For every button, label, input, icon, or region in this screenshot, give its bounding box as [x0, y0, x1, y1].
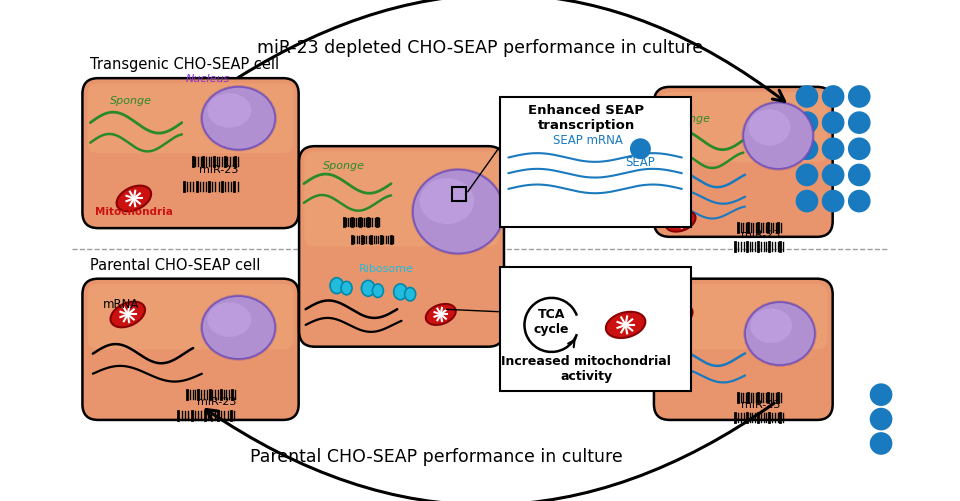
- Circle shape: [822, 138, 845, 161]
- Ellipse shape: [743, 103, 813, 169]
- Circle shape: [630, 139, 651, 160]
- Circle shape: [796, 86, 818, 109]
- Text: mRNA: mRNA: [104, 298, 140, 311]
- Circle shape: [822, 112, 845, 135]
- FancyBboxPatch shape: [83, 279, 299, 420]
- Text: miR-23: miR-23: [199, 165, 238, 175]
- Ellipse shape: [202, 297, 276, 359]
- Text: SEAP: SEAP: [626, 156, 656, 169]
- Ellipse shape: [741, 102, 815, 171]
- Circle shape: [796, 190, 818, 213]
- Circle shape: [848, 190, 871, 213]
- Text: Increased mitochondrial
activity: Increased mitochondrial activity: [501, 355, 671, 383]
- Ellipse shape: [330, 278, 344, 294]
- Circle shape: [848, 86, 871, 109]
- FancyBboxPatch shape: [654, 279, 832, 420]
- Text: SEAP mRNA: SEAP mRNA: [553, 133, 623, 146]
- Ellipse shape: [361, 281, 374, 297]
- Bar: [452, 188, 466, 202]
- Circle shape: [796, 138, 818, 161]
- Text: Sponge: Sponge: [324, 161, 365, 171]
- Circle shape: [870, 408, 893, 430]
- Ellipse shape: [207, 94, 252, 128]
- Circle shape: [848, 138, 871, 161]
- Text: Nucleus: Nucleus: [186, 74, 230, 84]
- Ellipse shape: [663, 306, 692, 328]
- Ellipse shape: [110, 302, 145, 328]
- Ellipse shape: [411, 169, 505, 256]
- Circle shape: [822, 164, 845, 187]
- FancyBboxPatch shape: [300, 147, 504, 347]
- Text: Parental CHO-SEAP cell: Parental CHO-SEAP cell: [90, 258, 261, 273]
- FancyBboxPatch shape: [83, 79, 299, 228]
- Ellipse shape: [413, 170, 504, 254]
- Ellipse shape: [606, 312, 645, 338]
- Text: Enhanced SEAP
transcription: Enhanced SEAP transcription: [528, 103, 644, 131]
- Text: miR-23 depleted CHO-SEAP performance in culture: miR-23 depleted CHO-SEAP performance in …: [257, 39, 703, 57]
- FancyBboxPatch shape: [87, 285, 294, 350]
- Ellipse shape: [202, 88, 276, 150]
- Text: miR-23: miR-23: [197, 396, 236, 406]
- Text: Sponge: Sponge: [109, 96, 152, 106]
- Ellipse shape: [751, 309, 792, 343]
- Ellipse shape: [207, 303, 252, 337]
- Circle shape: [870, 384, 893, 406]
- Ellipse shape: [743, 301, 817, 367]
- Ellipse shape: [405, 288, 416, 301]
- Ellipse shape: [749, 110, 790, 146]
- FancyBboxPatch shape: [499, 268, 690, 391]
- FancyBboxPatch shape: [660, 93, 828, 162]
- Circle shape: [848, 112, 871, 135]
- Ellipse shape: [200, 86, 276, 152]
- Ellipse shape: [372, 285, 383, 298]
- Text: TCA
cycle: TCA cycle: [534, 307, 569, 335]
- Circle shape: [796, 112, 818, 135]
- FancyBboxPatch shape: [654, 88, 832, 237]
- Circle shape: [870, 432, 893, 455]
- Text: Mitochondria: Mitochondria: [95, 207, 173, 217]
- Ellipse shape: [200, 295, 276, 361]
- Circle shape: [848, 164, 871, 187]
- Ellipse shape: [426, 304, 456, 325]
- Circle shape: [796, 164, 818, 187]
- Text: Parental CHO-SEAP performance in culture: Parental CHO-SEAP performance in culture: [250, 447, 623, 465]
- Ellipse shape: [420, 179, 474, 224]
- Text: mRNA: mRNA: [656, 296, 692, 309]
- FancyBboxPatch shape: [87, 84, 294, 154]
- Text: Ribosome: Ribosome: [358, 264, 413, 274]
- Text: Sponge: Sponge: [669, 114, 711, 124]
- Text: miR-23: miR-23: [740, 399, 780, 409]
- Ellipse shape: [394, 284, 407, 300]
- Ellipse shape: [665, 211, 696, 232]
- Text: miR-23: miR-23: [740, 229, 780, 239]
- Circle shape: [822, 190, 845, 213]
- Text: Transgenic CHO-SEAP cell: Transgenic CHO-SEAP cell: [90, 57, 279, 72]
- Circle shape: [822, 86, 845, 109]
- FancyBboxPatch shape: [499, 98, 690, 227]
- FancyBboxPatch shape: [304, 152, 499, 247]
- Ellipse shape: [116, 186, 151, 212]
- Ellipse shape: [341, 282, 352, 295]
- FancyBboxPatch shape: [660, 285, 828, 350]
- Ellipse shape: [745, 303, 815, 365]
